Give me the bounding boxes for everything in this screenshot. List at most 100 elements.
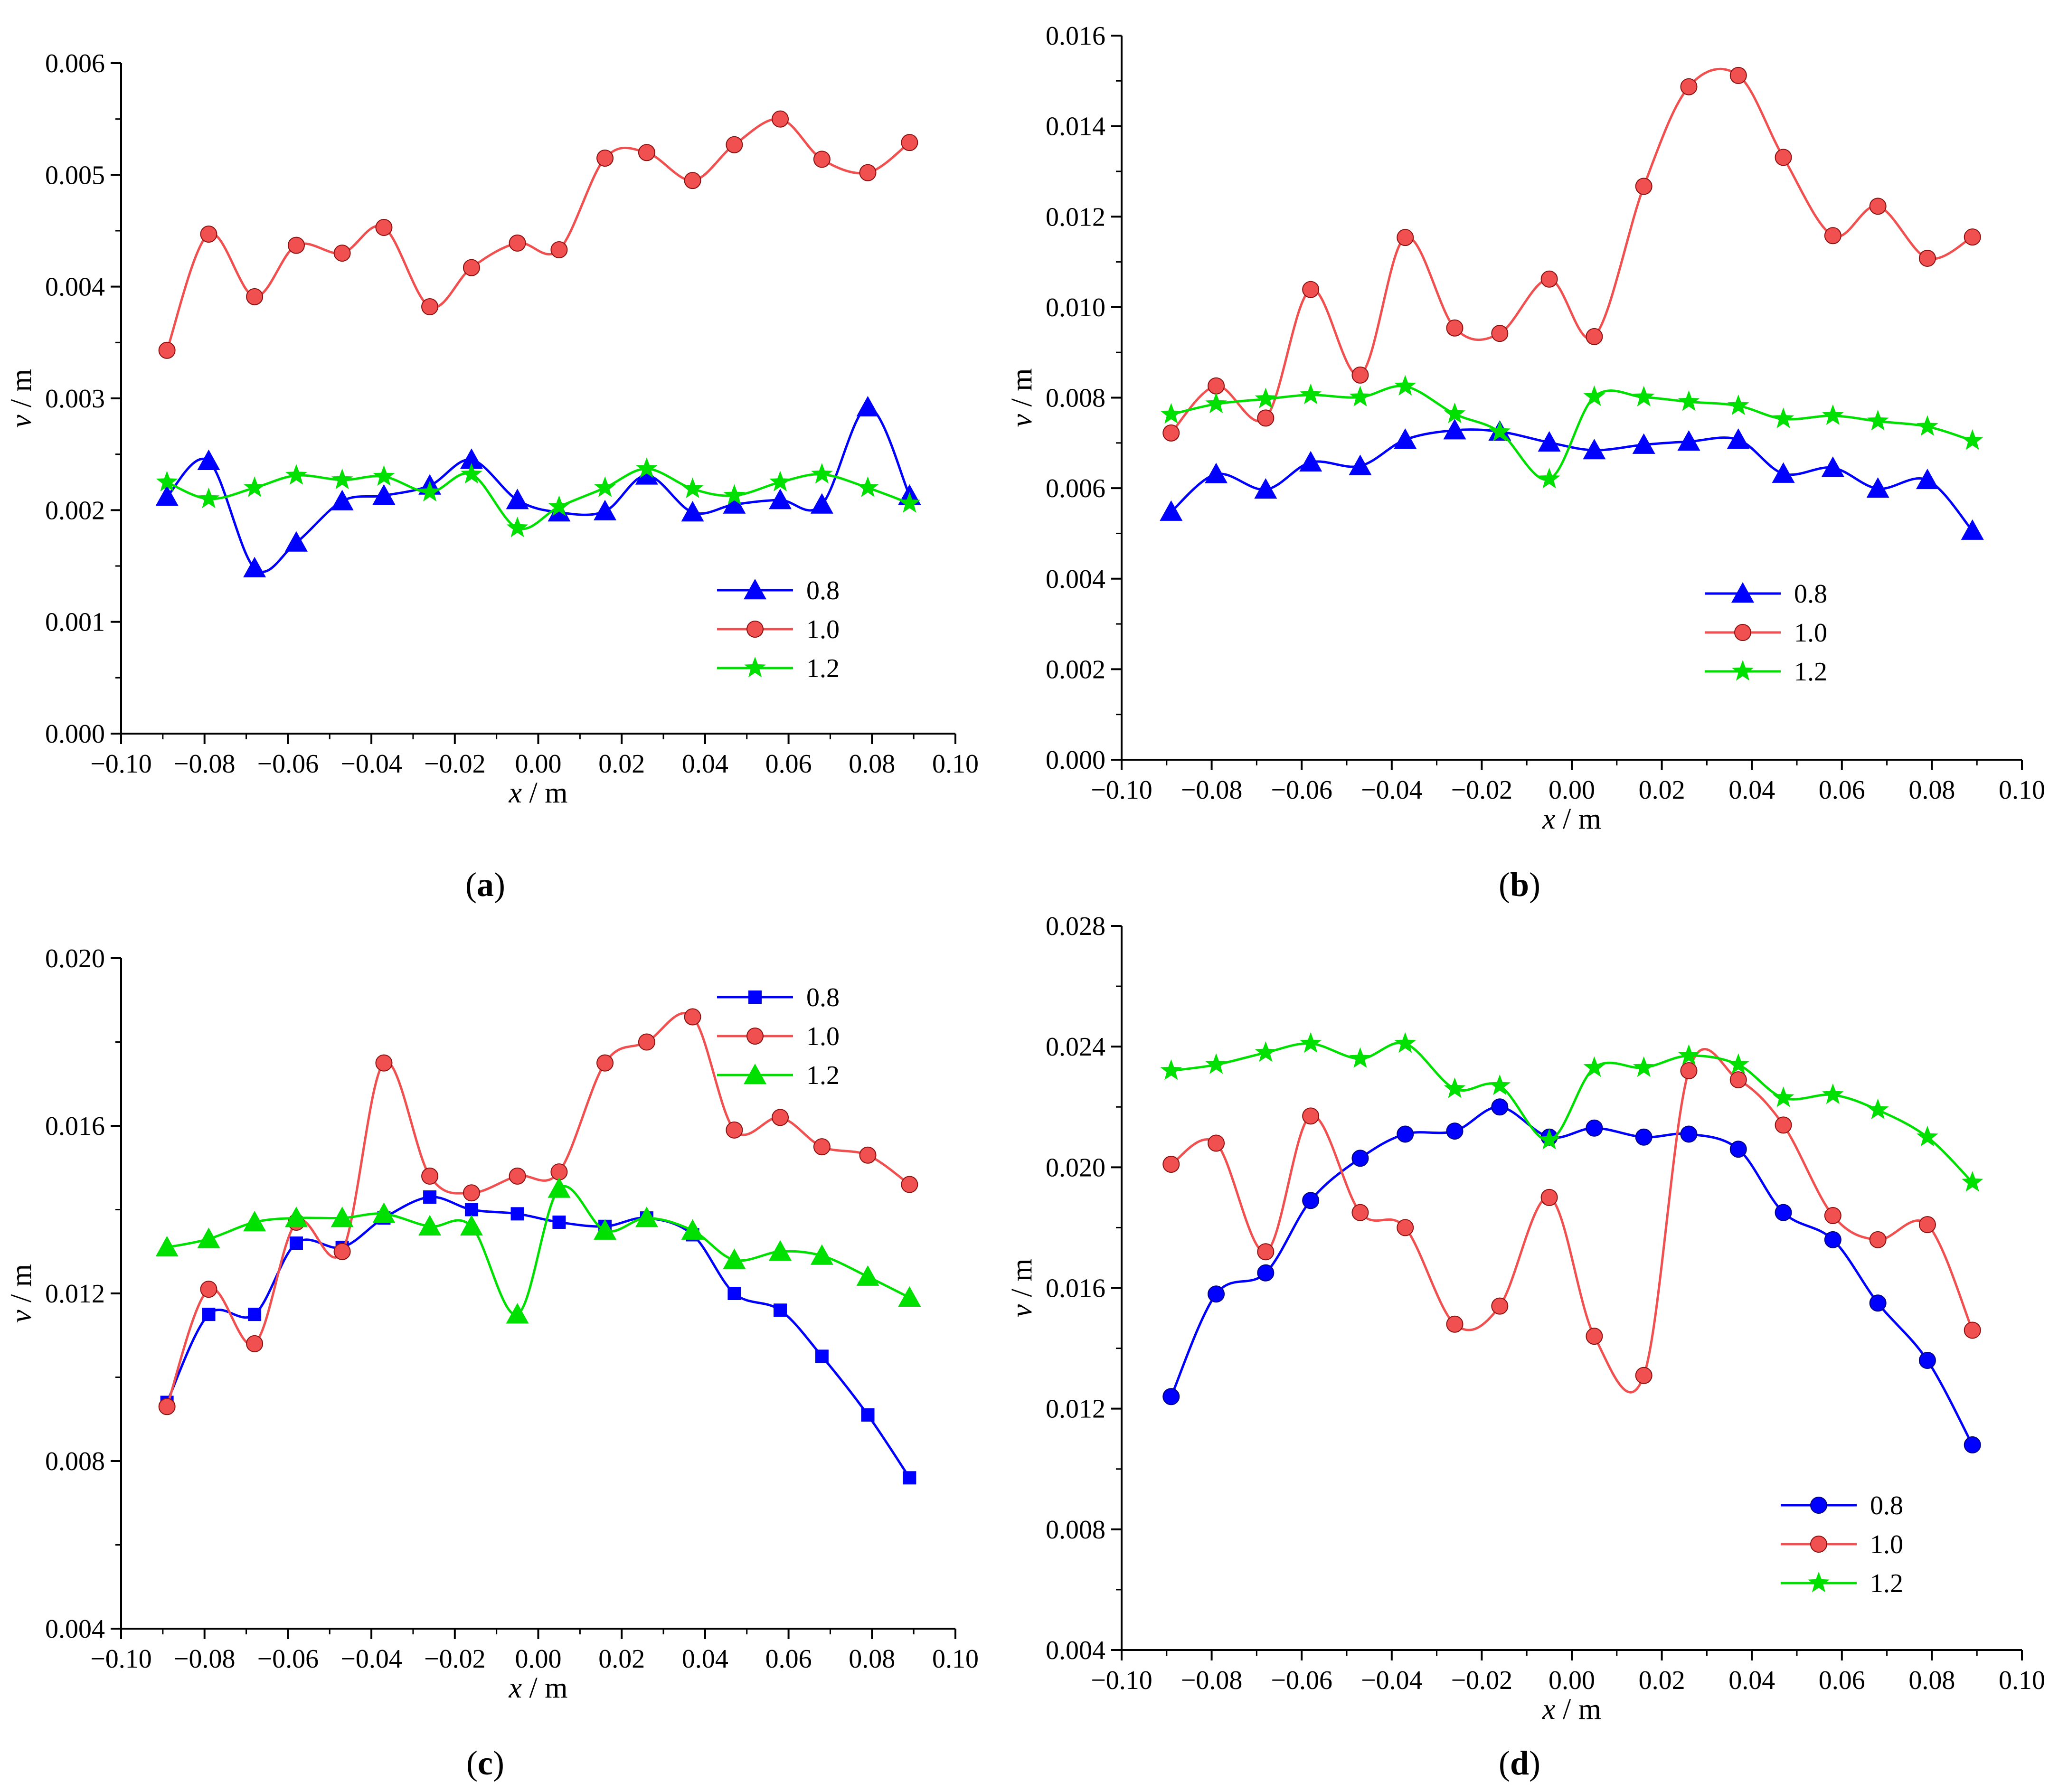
data-point — [1444, 1077, 1466, 1098]
data-point — [1538, 431, 1561, 452]
x-tick-label: −0.02 — [424, 1644, 486, 1674]
legend-marker — [748, 990, 762, 1004]
data-point — [1729, 1071, 1747, 1089]
data-point — [372, 484, 396, 505]
data-point — [638, 1033, 655, 1051]
data-point — [1961, 429, 1983, 450]
x-tick-label: 0.02 — [598, 749, 645, 779]
data-point — [1160, 1059, 1182, 1080]
data-point — [1635, 1367, 1653, 1384]
data-point — [856, 1265, 879, 1286]
data-point — [506, 1303, 529, 1324]
data-point — [1583, 1056, 1605, 1077]
data-point — [861, 1408, 875, 1422]
y-tick-label: 0.006 — [1046, 474, 1105, 503]
data-point — [594, 476, 616, 497]
x-axis-title: x / m — [509, 1672, 568, 1704]
x-tick-label: −0.08 — [1181, 775, 1243, 805]
data-point — [1869, 198, 1887, 215]
legend-marker — [1732, 660, 1754, 681]
data-point — [1822, 404, 1844, 425]
data-point — [1160, 500, 1183, 521]
x-tick-label: 0.10 — [932, 749, 979, 779]
panel-label: (a) — [465, 866, 505, 904]
data-point — [202, 1308, 216, 1321]
data-point — [727, 1287, 741, 1300]
data-point — [1586, 1328, 1603, 1345]
data-point — [243, 1210, 266, 1232]
series-1.0 — [158, 110, 918, 359]
data-point — [1918, 1352, 1936, 1369]
x-tick-label: −0.10 — [1091, 775, 1152, 805]
data-point — [723, 1248, 746, 1269]
data-point — [198, 487, 220, 509]
panel-label: (d) — [1499, 1744, 1540, 1782]
data-point — [1772, 1086, 1794, 1107]
data-point — [772, 1109, 789, 1126]
x-tick-label: 0.06 — [1819, 775, 1865, 805]
data-point — [246, 1335, 264, 1352]
data-point — [1633, 1056, 1655, 1077]
data-point — [1349, 454, 1372, 475]
data-point — [1162, 1388, 1180, 1405]
data-point — [1299, 451, 1322, 472]
legend-marker — [1810, 1536, 1827, 1553]
x-tick-label: −0.04 — [340, 1644, 402, 1674]
data-point — [901, 1176, 918, 1193]
x-tick-label: 0.10 — [932, 1644, 979, 1674]
data-point — [857, 476, 879, 497]
data-point — [1446, 1315, 1464, 1333]
data-point — [1394, 1032, 1416, 1053]
data-point — [418, 1215, 442, 1236]
data-point — [375, 218, 393, 236]
y-axis-title: v / m — [5, 369, 38, 428]
y-tick-label: 0.008 — [1046, 384, 1105, 413]
x-tick-label: 0.04 — [1728, 1666, 1775, 1695]
data-point — [1964, 228, 1981, 246]
data-point — [331, 490, 354, 510]
data-point — [636, 457, 658, 478]
series-line — [166, 1196, 911, 1479]
data-point — [1257, 1243, 1275, 1261]
data-point — [333, 1243, 351, 1260]
data-point — [285, 464, 307, 485]
data-point — [1349, 1047, 1371, 1068]
legend-label: 0.8 — [1794, 579, 1827, 609]
y-tick-label: 0.001 — [45, 608, 105, 637]
x-tick-label: 0.10 — [1999, 1666, 2045, 1695]
data-point — [1964, 1436, 1981, 1453]
series-1.2 — [155, 1177, 921, 1324]
data-point — [1257, 409, 1275, 427]
legend-label: 0.8 — [806, 983, 840, 1012]
legend-marker — [744, 657, 766, 678]
x-tick-label: 0.08 — [849, 1644, 895, 1674]
data-point — [1772, 407, 1794, 428]
data-point — [1446, 1122, 1464, 1140]
legend-marker — [746, 1028, 764, 1045]
data-point — [684, 172, 701, 189]
x-tick-label: 0.04 — [1728, 775, 1775, 805]
legend: 0.8 1.0 1.2 — [1781, 1491, 1903, 1598]
series-0.8 — [1162, 1098, 1981, 1453]
data-point — [1443, 419, 1466, 440]
data-point — [331, 468, 353, 490]
data-point — [1491, 1297, 1509, 1315]
data-point — [856, 396, 879, 417]
series-1.0 — [1162, 66, 1981, 442]
data-point — [723, 493, 746, 514]
y-axis-title: v / m — [1006, 368, 1038, 427]
data-point — [464, 1203, 478, 1217]
panel-a: −0.10 −0.08 −0.06 −0.04 −0.02 0.00 0.02 0.04 0.0… — [5, 49, 979, 904]
data-point — [287, 236, 305, 254]
x-tick-label: −0.08 — [174, 1644, 236, 1674]
data-point — [460, 1215, 483, 1236]
data-point — [244, 476, 265, 497]
data-point — [1869, 1294, 1887, 1312]
y-tick-label: 0.016 — [45, 1112, 105, 1141]
y-tick-label: 0.003 — [45, 384, 105, 414]
data-point — [1397, 229, 1414, 246]
y-tick-label: 0.004 — [45, 1614, 105, 1644]
data-point — [1680, 1062, 1698, 1079]
series-1.2 — [1160, 375, 1983, 489]
